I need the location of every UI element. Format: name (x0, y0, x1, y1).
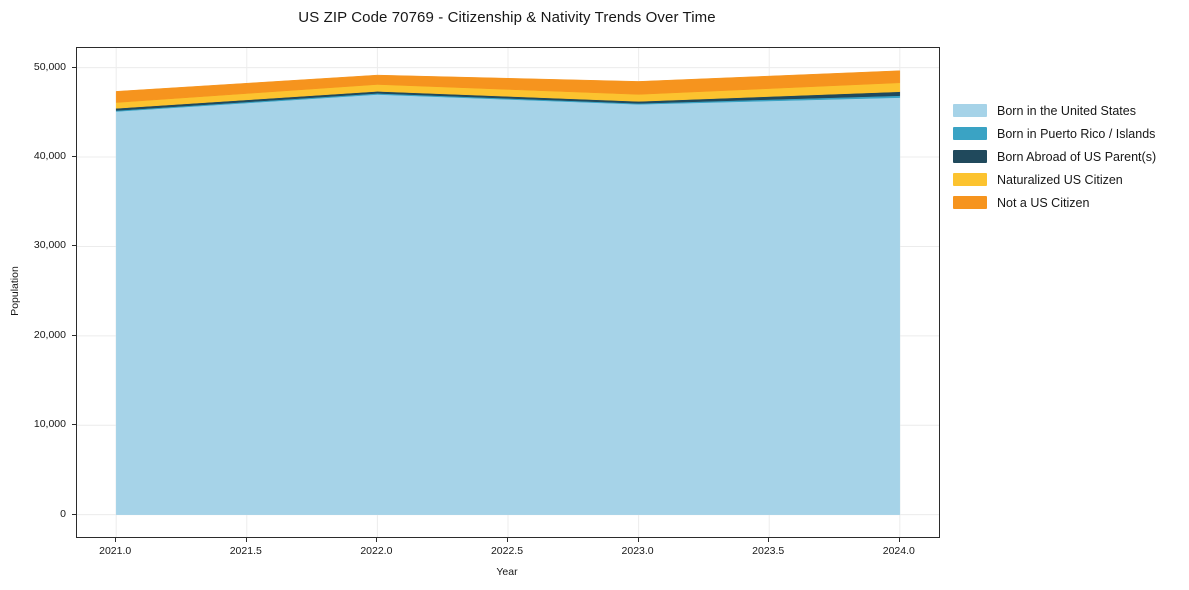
x-tick-label: 2021.5 (229, 545, 262, 557)
legend-swatch (953, 104, 987, 117)
area-born-in-the-united-states (115, 94, 901, 515)
legend-swatch (953, 150, 987, 163)
y-tick-mark (72, 513, 76, 515)
legend-label: Born Abroad of US Parent(s) (997, 149, 1157, 164)
x-tick-mark (376, 538, 378, 542)
legend-item-not-a-us-citizen: Not a US Citizen (953, 191, 1156, 214)
legend-swatch (953, 127, 987, 140)
x-tick-mark (898, 538, 900, 542)
y-tick-label: 50,000 (33, 60, 66, 73)
plot-area (76, 47, 940, 538)
y-tick-mark (72, 245, 76, 247)
y-tick-mark (72, 66, 76, 68)
chart-title: US ZIP Code 70769 - Citizenship & Nativi… (298, 9, 716, 26)
x-tick-label: 2023.5 (752, 545, 785, 557)
legend-swatch (953, 196, 987, 209)
y-tick-mark (72, 156, 76, 158)
legend-label: Born in Puerto Rico / Islands (997, 126, 1156, 141)
y-tick-label: 40,000 (33, 150, 66, 163)
y-tick-mark (72, 424, 76, 426)
y-axis-label: Population (9, 266, 21, 316)
legend-swatch (953, 173, 987, 186)
stacked-area-chart (77, 48, 939, 537)
x-tick-label: 2024.0 (882, 545, 915, 557)
x-axis-label: Year (496, 566, 518, 578)
x-tick-mark (507, 538, 508, 542)
y-tick-mark (72, 334, 76, 336)
x-tick-mark (637, 538, 639, 542)
x-tick-label: 2022.5 (490, 545, 524, 557)
y-tick-label: 0 (60, 507, 66, 520)
legend-label: Naturalized US Citizen (997, 172, 1123, 187)
legend-item-born-in-puerto-rico-islands: Born in Puerto Rico / Islands (953, 122, 1156, 145)
x-tick-label: 2021.0 (99, 545, 132, 557)
y-tick-label: 10,000 (33, 418, 66, 431)
area-not-a-us-citizen (115, 70, 901, 103)
x-tick-mark (115, 538, 117, 542)
x-tick-label: 2022.0 (360, 545, 393, 557)
legend-item-naturalized-us-citizen: Naturalized US Citizen (953, 168, 1156, 191)
legend-label: Born in the United States (997, 103, 1136, 118)
legend-label: Not a US Citizen (997, 195, 1090, 210)
legend-item-born-abroad-of-us-parent-s: Born Abroad of US Parent(s) (953, 145, 1156, 168)
x-tick-label: 2023.0 (621, 545, 654, 557)
x-tick-mark (768, 538, 770, 542)
x-tick-mark (245, 538, 247, 542)
legend-item-born-in-the-united-states: Born in the United States (953, 99, 1156, 122)
y-tick-label: 30,000 (33, 239, 66, 252)
y-tick-label: 20,000 (33, 328, 66, 341)
legend: Born in the United States Born in Puerto … (953, 99, 1156, 214)
